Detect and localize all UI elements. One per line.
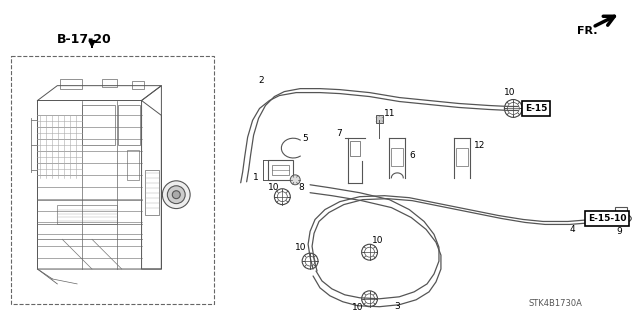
Bar (392, 148, 403, 166)
Bar (349, 141, 360, 156)
Bar (60, 79, 82, 89)
Text: 1: 1 (253, 173, 259, 182)
Text: 10: 10 (504, 88, 516, 97)
Text: 6: 6 (409, 151, 415, 160)
Text: FR.: FR. (577, 26, 597, 36)
Circle shape (163, 181, 190, 209)
Text: 4: 4 (570, 225, 575, 234)
Text: 2: 2 (259, 76, 264, 85)
Text: 10: 10 (268, 183, 279, 192)
Bar (82, 106, 115, 145)
Text: 3: 3 (394, 302, 400, 311)
Bar (268, 160, 293, 180)
Bar (102, 79, 116, 87)
Text: 9: 9 (616, 227, 622, 236)
Circle shape (167, 186, 185, 204)
Bar (58, 204, 116, 225)
Bar (376, 115, 383, 123)
Text: 8: 8 (298, 183, 304, 192)
Text: 5: 5 (302, 134, 308, 143)
Text: 10: 10 (295, 243, 307, 252)
Bar (127, 150, 139, 180)
Text: STK4B1730A: STK4B1730A (528, 299, 582, 308)
Bar (456, 148, 468, 166)
Text: E-15: E-15 (525, 104, 548, 113)
Text: 12: 12 (474, 141, 485, 150)
Bar (616, 207, 627, 225)
Bar (145, 170, 159, 214)
Text: 11: 11 (385, 109, 396, 118)
Bar (118, 106, 140, 145)
Bar (132, 81, 143, 89)
Text: B-17-20: B-17-20 (58, 33, 112, 46)
Bar (11, 56, 214, 304)
Text: E-15-10: E-15-10 (588, 214, 626, 223)
Text: 7: 7 (336, 129, 342, 138)
Text: 10: 10 (372, 236, 383, 245)
Bar (273, 165, 289, 175)
Text: 10: 10 (352, 303, 364, 312)
Circle shape (291, 175, 300, 185)
Circle shape (172, 191, 180, 199)
